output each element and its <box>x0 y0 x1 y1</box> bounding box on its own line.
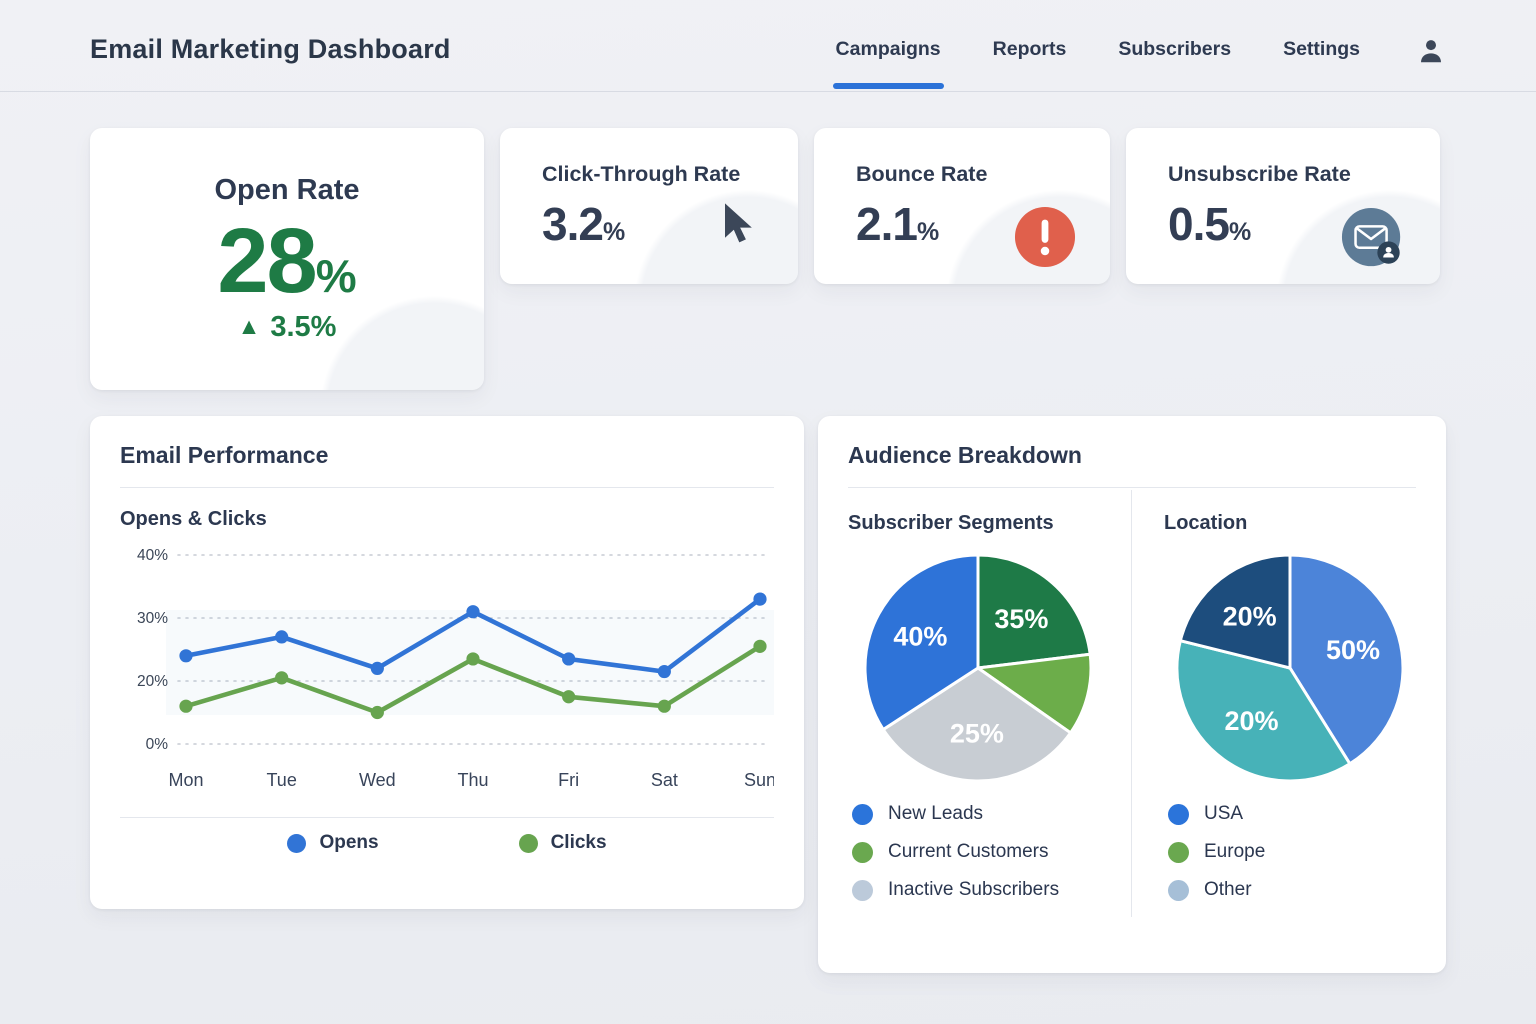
legend-dot-icon <box>852 803 873 825</box>
nav-item-reports[interactable]: Reports <box>992 38 1067 60</box>
legend-label: Inactive Subscribers <box>888 879 1060 900</box>
audience-breakdown-panel: Audience Breakdown Subscriber Segments 3… <box>818 416 1446 973</box>
svg-text:Fri: Fri <box>558 770 579 790</box>
legend-label: Current Customers <box>888 841 1049 862</box>
kpi-value: 2.1% <box>856 198 940 250</box>
user-icon[interactable] <box>1416 36 1446 71</box>
legend-item-other: Other <box>1168 879 1416 901</box>
kpi-delta: ▲ 3.5% <box>237 311 337 344</box>
email-unsubscribe-icon <box>1340 206 1406 277</box>
main-panels-row: Email Performance Opens & Clicks 40% 30% 2… <box>90 416 1446 973</box>
kpi-title: Open Rate <box>214 173 360 206</box>
nav-item-campaigns[interactable]: Campaigns <box>832 38 944 89</box>
legend-label: Opens <box>319 832 379 853</box>
svg-text:Thu: Thu <box>457 770 488 790</box>
svg-text:0%: 0% <box>146 736 169 753</box>
svg-text:Tue: Tue <box>266 770 296 790</box>
up-arrow-icon: ▲ <box>237 313 261 340</box>
email-performance-panel: Email Performance Opens & Clicks 40% 30% 2… <box>90 416 804 909</box>
page-title: Email Marketing Dashboard <box>90 34 451 64</box>
kpi-title: Unsubscribe Rate <box>1168 162 1351 186</box>
nav-item-settings[interactable]: Settings <box>1283 38 1360 60</box>
svg-text:Sun: Sun <box>744 770 774 790</box>
divider <box>120 817 774 818</box>
svg-text:20%: 20% <box>1223 601 1277 631</box>
svg-text:35%: 35% <box>994 604 1048 634</box>
legend-dot-icon <box>852 841 873 863</box>
main-nav: Campaigns Reports Subscribers Settings <box>832 38 1360 89</box>
kpi-cards-row: Open Rate 28% ▲ 3.5% Click-Through Rate … <box>90 128 1446 390</box>
legend-item-opens: Opens <box>287 832 379 854</box>
chart-subtitle: Opens & Clicks <box>120 508 267 530</box>
legend-dot-icon <box>1168 841 1189 863</box>
pie-chart-svg: 50% 20% 20% <box>1175 553 1405 783</box>
legend-item-clicks: Clicks <box>518 832 607 854</box>
legend-label: Europe <box>1204 841 1266 862</box>
legend-dot-icon <box>1168 803 1189 825</box>
panel-title: Email Performance <box>120 442 329 468</box>
kpi-card-unsubscribe-rate: Unsubscribe Rate 0.5% <box>1126 128 1440 284</box>
opens-clicks-line-chart: 40% 30% 20% 0% Mon Tue Wed Thu Fri Sat Sun <box>120 537 774 807</box>
line-chart-legend: Opens Clicks <box>120 832 774 854</box>
svg-text:50%: 50% <box>1326 635 1380 665</box>
location-section: Location 50% 20% 20% USA Europe Other <box>1132 490 1416 917</box>
audience-columns: Subscriber Segments 35% 25% 40% New Leads C… <box>848 490 1416 917</box>
legend-label: New Leads <box>888 803 984 824</box>
mouse-cursor-icon <box>714 200 758 253</box>
legend-label: Clicks <box>550 832 607 853</box>
kpi-value: 3.2% <box>542 198 626 250</box>
subscriber-segments-section: Subscriber Segments 35% 25% 40% New Leads C… <box>848 490 1132 917</box>
panel-title: Audience Breakdown <box>848 442 1082 468</box>
legend-label: USA <box>1204 803 1244 824</box>
legend-item-usa: USA <box>1168 803 1416 825</box>
location-pie-chart: 50% 20% 20% <box>1164 549 1416 787</box>
divider <box>120 487 774 488</box>
header: Email Marketing Dashboard Campaigns Repor… <box>0 0 1536 92</box>
legend-item-new-leads: New Leads <box>852 803 1107 825</box>
svg-text:Mon: Mon <box>168 770 203 790</box>
svg-text:40%: 40% <box>893 622 947 652</box>
subscriber-segments-pie-chart: 35% 25% 40% <box>848 549 1107 787</box>
kpi-title: Bounce Rate <box>856 162 988 186</box>
subscriber-segments-legend: New Leads Current Customers Inactive Subsc… <box>848 803 1107 901</box>
location-legend: USA Europe Other <box>1164 803 1416 901</box>
legend-dot-icon <box>1168 879 1189 901</box>
nav-item-subscribers[interactable]: Subscribers <box>1118 38 1232 60</box>
pie-title: Location <box>1164 512 1248 534</box>
svg-text:Sat: Sat <box>651 770 678 790</box>
legend-item-current-customers: Current Customers <box>852 841 1107 863</box>
pie-chart-svg: 35% 25% 40% <box>863 553 1092 783</box>
svg-text:Wed: Wed <box>359 770 396 790</box>
kpi-card-click-through-rate: Click-Through Rate 3.2% <box>500 128 798 284</box>
legend-item-europe: Europe <box>1168 841 1416 863</box>
clicks-series-dot-icon <box>518 833 538 853</box>
legend-item-inactive-subscribers: Inactive Subscribers <box>852 879 1107 901</box>
svg-text:25%: 25% <box>949 719 1003 749</box>
opens-series-dot-icon <box>287 833 307 853</box>
pie-title: Subscriber Segments <box>848 512 1054 534</box>
svg-text:40%: 40% <box>137 547 168 564</box>
kpi-value: 28% <box>217 209 357 312</box>
legend-dot-icon <box>852 879 873 901</box>
kpi-title: Click-Through Rate <box>542 162 741 186</box>
legend-label: Other <box>1204 879 1252 900</box>
line-chart-svg: 40% 30% 20% 0% Mon Tue Wed Thu Fri Sat Sun <box>137 547 774 790</box>
kpi-card-open-rate: Open Rate 28% ▲ 3.5% <box>90 128 484 390</box>
svg-text:30%: 30% <box>137 610 168 627</box>
svg-text:20%: 20% <box>1224 706 1278 736</box>
alert-icon <box>1014 206 1076 273</box>
kpi-value: 0.5% <box>1168 198 1252 250</box>
divider <box>848 487 1416 488</box>
svg-text:20%: 20% <box>137 673 168 690</box>
kpi-card-bounce-rate: Bounce Rate 2.1% <box>814 128 1110 284</box>
